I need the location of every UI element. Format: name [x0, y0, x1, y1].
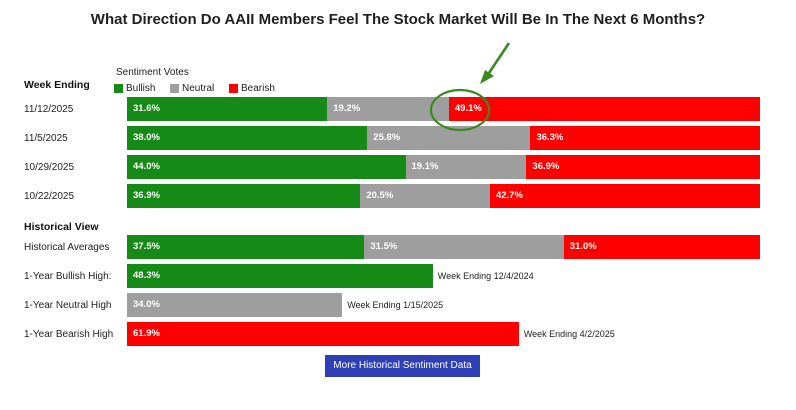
note-bullish-high-week: Week Ending 12/4/2024 — [437, 271, 534, 281]
legend-swatch-bearish — [229, 84, 238, 93]
data-label-bullish: 37.5% — [133, 241, 160, 252]
data-label-bullish-high: 48.3% — [133, 270, 160, 281]
data-label-bearish: 42.7% — [495, 190, 523, 201]
legend-label-bullish: Bullish — [126, 83, 156, 94]
row-label-historical-averages: Historical Averages — [24, 242, 110, 253]
data-label-neutral: 31.5% — [370, 241, 398, 252]
bar-segment-bearish: 36.9% — [526, 155, 760, 179]
neutral-high-bar: 34.0% — [127, 293, 343, 317]
data-label-bullish: 31.6% — [133, 103, 160, 114]
note-bearish-high-week: Week Ending 4/2/2025 — [523, 329, 615, 339]
weekly-stacked-bar: 31.6% 19.2% 49.1% — [127, 97, 760, 121]
bar-segment-neutral: 25.8% — [367, 126, 531, 150]
weekly-stacked-bar: 38.0% 25.8% 36.3% — [127, 126, 760, 150]
data-label-bullish: 38.0% — [133, 132, 160, 143]
row-label-week: 11/12/2025 — [24, 104, 74, 115]
row-label-week: 10/29/2025 — [24, 162, 75, 173]
bar-segment-bearish: 36.3% — [530, 126, 760, 150]
bar-segment-bullish: 44.0% — [127, 155, 406, 179]
legend-heading: Sentiment Votes — [116, 67, 189, 78]
bar-segment-neutral: 19.1% — [405, 155, 527, 179]
arrowhead-icon — [480, 70, 494, 84]
bar-segment-bearish: 49.1% — [448, 97, 760, 121]
data-label-bearish: 31.0% — [569, 241, 597, 252]
legend-label-neutral: Neutral — [182, 83, 215, 94]
data-label-neutral: 19.1% — [411, 161, 439, 172]
bar-segment-bullish: 38.0% — [127, 126, 368, 150]
row-label-week: 11/5/2025 — [24, 133, 68, 144]
historical-averages-bar: 37.5% 31.5% 31.0% — [127, 235, 760, 259]
section-week-ending: Week Ending — [24, 79, 90, 91]
row-label-week: 10/22/2025 — [24, 191, 75, 202]
bar-segment-neutral: 20.5% — [360, 184, 490, 208]
note-neutral-high-week: Week Ending 1/15/2025 — [347, 300, 444, 310]
legend-swatch-neutral — [170, 84, 179, 93]
bar-segment-bearish: 31.0% — [563, 235, 760, 259]
legend-label-bearish: Bearish — [241, 83, 275, 94]
data-label-bearish-high: 61.9% — [133, 328, 160, 339]
data-label-neutral: 20.5% — [366, 190, 394, 201]
bar-segment-bearish: 42.7% — [489, 184, 760, 208]
bearish-high-bar: 61.9% — [127, 322, 519, 346]
weekly-stacked-bar: 44.0% 19.1% 36.9% — [127, 155, 760, 179]
data-label-neutral: 25.8% — [373, 132, 401, 143]
section-historical-view: Historical View — [24, 221, 99, 233]
bar-segment-neutral: 19.2% — [327, 97, 449, 121]
data-label-bullish: 44.0% — [133, 161, 160, 172]
arrow-icon — [485, 42, 511, 77]
bar-segment-bullish: 36.9% — [127, 184, 361, 208]
chart-title: What Direction Do AAII Members Feel The … — [90, 11, 706, 28]
row-label-bullish-high: 1-Year Bullish High: — [24, 271, 112, 282]
bar-segment-neutral: 31.5% — [364, 235, 564, 259]
bar-segment-bullish: 31.6% — [127, 97, 328, 121]
data-label-neutral-high: 34.0% — [133, 299, 160, 310]
bullish-high-bar: 48.3% — [127, 264, 433, 288]
weekly-stacked-bar: 36.9% 20.5% 42.7% — [127, 184, 760, 208]
data-label-bearish: 36.9% — [532, 161, 560, 172]
highlight-circle — [429, 88, 491, 132]
data-label-bearish: 49.1% — [454, 103, 482, 114]
more-historical-data-button[interactable]: More Historical Sentiment Data — [325, 355, 480, 377]
data-label-neutral: 19.2% — [333, 103, 361, 114]
bar-segment-bullish: 37.5% — [127, 235, 365, 259]
data-label-bullish: 36.9% — [133, 190, 160, 201]
row-label-bearish-high: 1-Year Bearish High — [24, 329, 114, 340]
data-label-bearish: 36.3% — [536, 132, 564, 143]
legend-swatch-bullish — [114, 84, 123, 93]
row-label-neutral-high: 1-Year Neutral High — [24, 300, 112, 311]
